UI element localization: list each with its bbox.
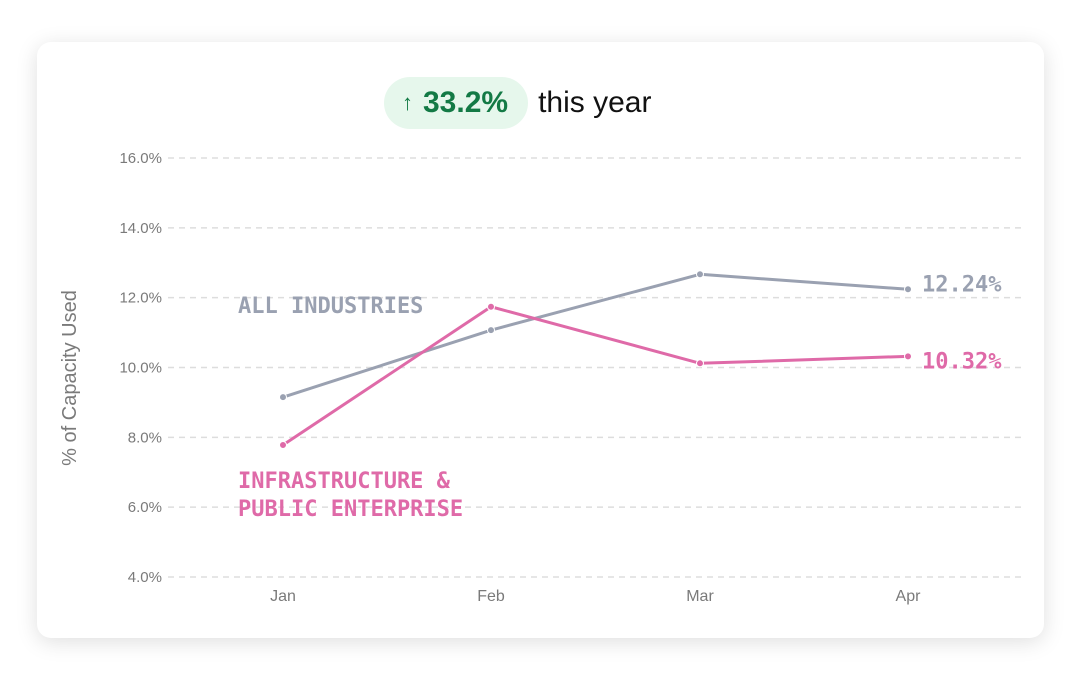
x-tick-label: Feb: [477, 588, 505, 605]
x-tick-label: Apr: [896, 588, 922, 605]
end-value-label: 12.24%: [922, 272, 1002, 297]
end-value-label: 10.32%: [922, 349, 1002, 374]
y-tick-label: 12.0%: [119, 290, 162, 307]
change-value: 33.2%: [423, 86, 509, 119]
data-point: [904, 285, 912, 294]
data-point: [696, 270, 704, 279]
change-period: this year: [538, 86, 652, 119]
x-tick-label: Mar: [686, 588, 714, 605]
y-axis-ticks: 4.0% 6.0% 8.0% 10.0% 12.0% 14.0% 16.0%: [119, 150, 162, 586]
data-point: [904, 352, 912, 361]
data-point: [696, 359, 704, 368]
data-point: [487, 302, 495, 311]
y-tick-label: 14.0%: [119, 220, 162, 237]
series-labels: ALL INDUSTRIES 12.24% INFRASTRUCTURE & PUBL…: [238, 272, 1002, 522]
y-tick-label: 8.0%: [128, 429, 162, 446]
data-point: [487, 326, 495, 335]
change-badge: ↑ 33.2%: [384, 77, 529, 129]
data-point: [279, 393, 287, 402]
series-line: [281, 272, 910, 399]
series-lines: [279, 270, 912, 450]
series-name-label: INFRASTRUCTURE &: [238, 469, 451, 494]
y-tick-label: 4.0%: [128, 569, 162, 586]
summary-header: ↑ 33.2% this year: [384, 77, 651, 129]
y-tick-label: 16.0%: [119, 150, 162, 167]
chart-card: [37, 42, 1044, 638]
up-arrow-icon: ↑: [402, 90, 413, 115]
y-tick-label: 6.0%: [128, 499, 162, 516]
y-axis-label: % of Capacity Used: [59, 290, 81, 466]
y-tick-label: 10.0%: [119, 360, 162, 377]
x-axis-ticks: Jan Feb Mar Apr: [270, 588, 921, 605]
x-tick-label: Jan: [270, 588, 296, 605]
series-name-label: PUBLIC ENTERPRISE: [238, 497, 463, 522]
series-name-label: ALL INDUSTRIES: [238, 294, 423, 319]
series-line: [281, 305, 910, 447]
data-point: [279, 441, 287, 450]
